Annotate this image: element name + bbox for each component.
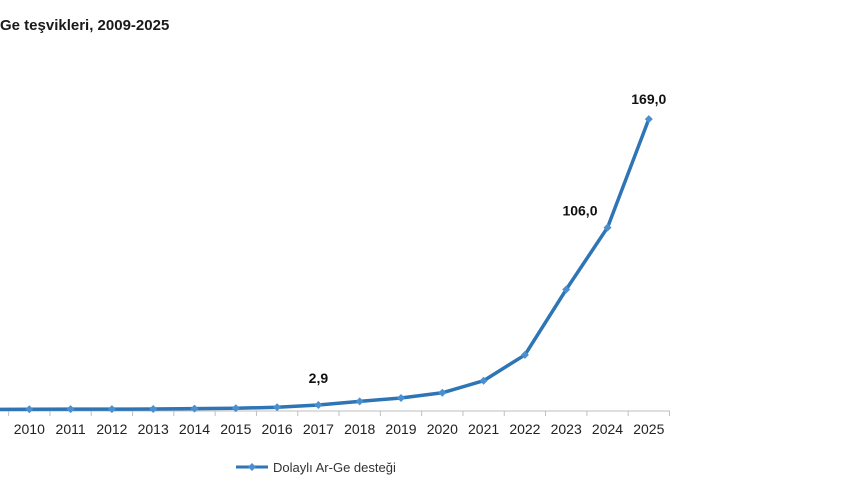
data-point <box>25 405 34 414</box>
data-point <box>397 393 405 402</box>
x-tick-label: 2025 <box>633 421 664 437</box>
x-tick-label: 2018 <box>344 421 375 437</box>
data-point <box>149 404 158 413</box>
data-point <box>603 223 612 232</box>
data-label: 2,9 <box>309 370 329 386</box>
x-tick-label: 2017 <box>303 421 334 437</box>
data-point <box>107 405 116 414</box>
data-point <box>479 376 488 385</box>
x-tick-label: 2022 <box>509 421 540 437</box>
data-label: 169,0 <box>631 91 666 107</box>
x-axis-ticks: 9201020112012201320142015201620172018201… <box>8 411 670 437</box>
x-tick-label: 2011 <box>56 421 86 437</box>
x-tick-label: 2013 <box>138 421 169 437</box>
series-line-dolayli-ar-ge <box>0 118 651 412</box>
data-point <box>562 285 571 294</box>
data-point <box>438 388 447 397</box>
x-tick-label: 2010 <box>14 421 45 437</box>
data-point <box>190 404 199 413</box>
data-point <box>520 350 529 359</box>
x-tick-label: 2016 <box>262 421 293 437</box>
data-point <box>314 401 323 410</box>
data-labels: 2,9 106,0 169,0 <box>309 91 667 386</box>
data-point <box>273 403 282 412</box>
x-tick-label: 2012 <box>96 421 127 437</box>
x-tick-label: 2015 <box>220 421 251 437</box>
x-tick-label: 2019 <box>385 421 416 437</box>
legend-label: Dolaylı Ar-Ge desteği <box>273 460 396 475</box>
x-tick-label: 2021 <box>468 421 499 437</box>
x-tick-label: 2024 <box>592 421 623 437</box>
legend-swatch-marker <box>248 463 256 471</box>
x-tick-label: 2014 <box>179 421 210 437</box>
data-point <box>66 405 75 414</box>
chart-title: Ge teşvikleri, 2009-2025 <box>0 17 170 34</box>
data-point <box>231 404 240 413</box>
data-label: 106,0 <box>562 203 597 219</box>
data-point <box>355 397 364 406</box>
x-tick-label: 2020 <box>427 421 458 437</box>
legend: Dolaylı Ar-Ge desteği <box>236 460 396 475</box>
x-tick-label: 2023 <box>551 421 582 437</box>
series-points <box>25 115 653 414</box>
data-point <box>644 115 653 124</box>
